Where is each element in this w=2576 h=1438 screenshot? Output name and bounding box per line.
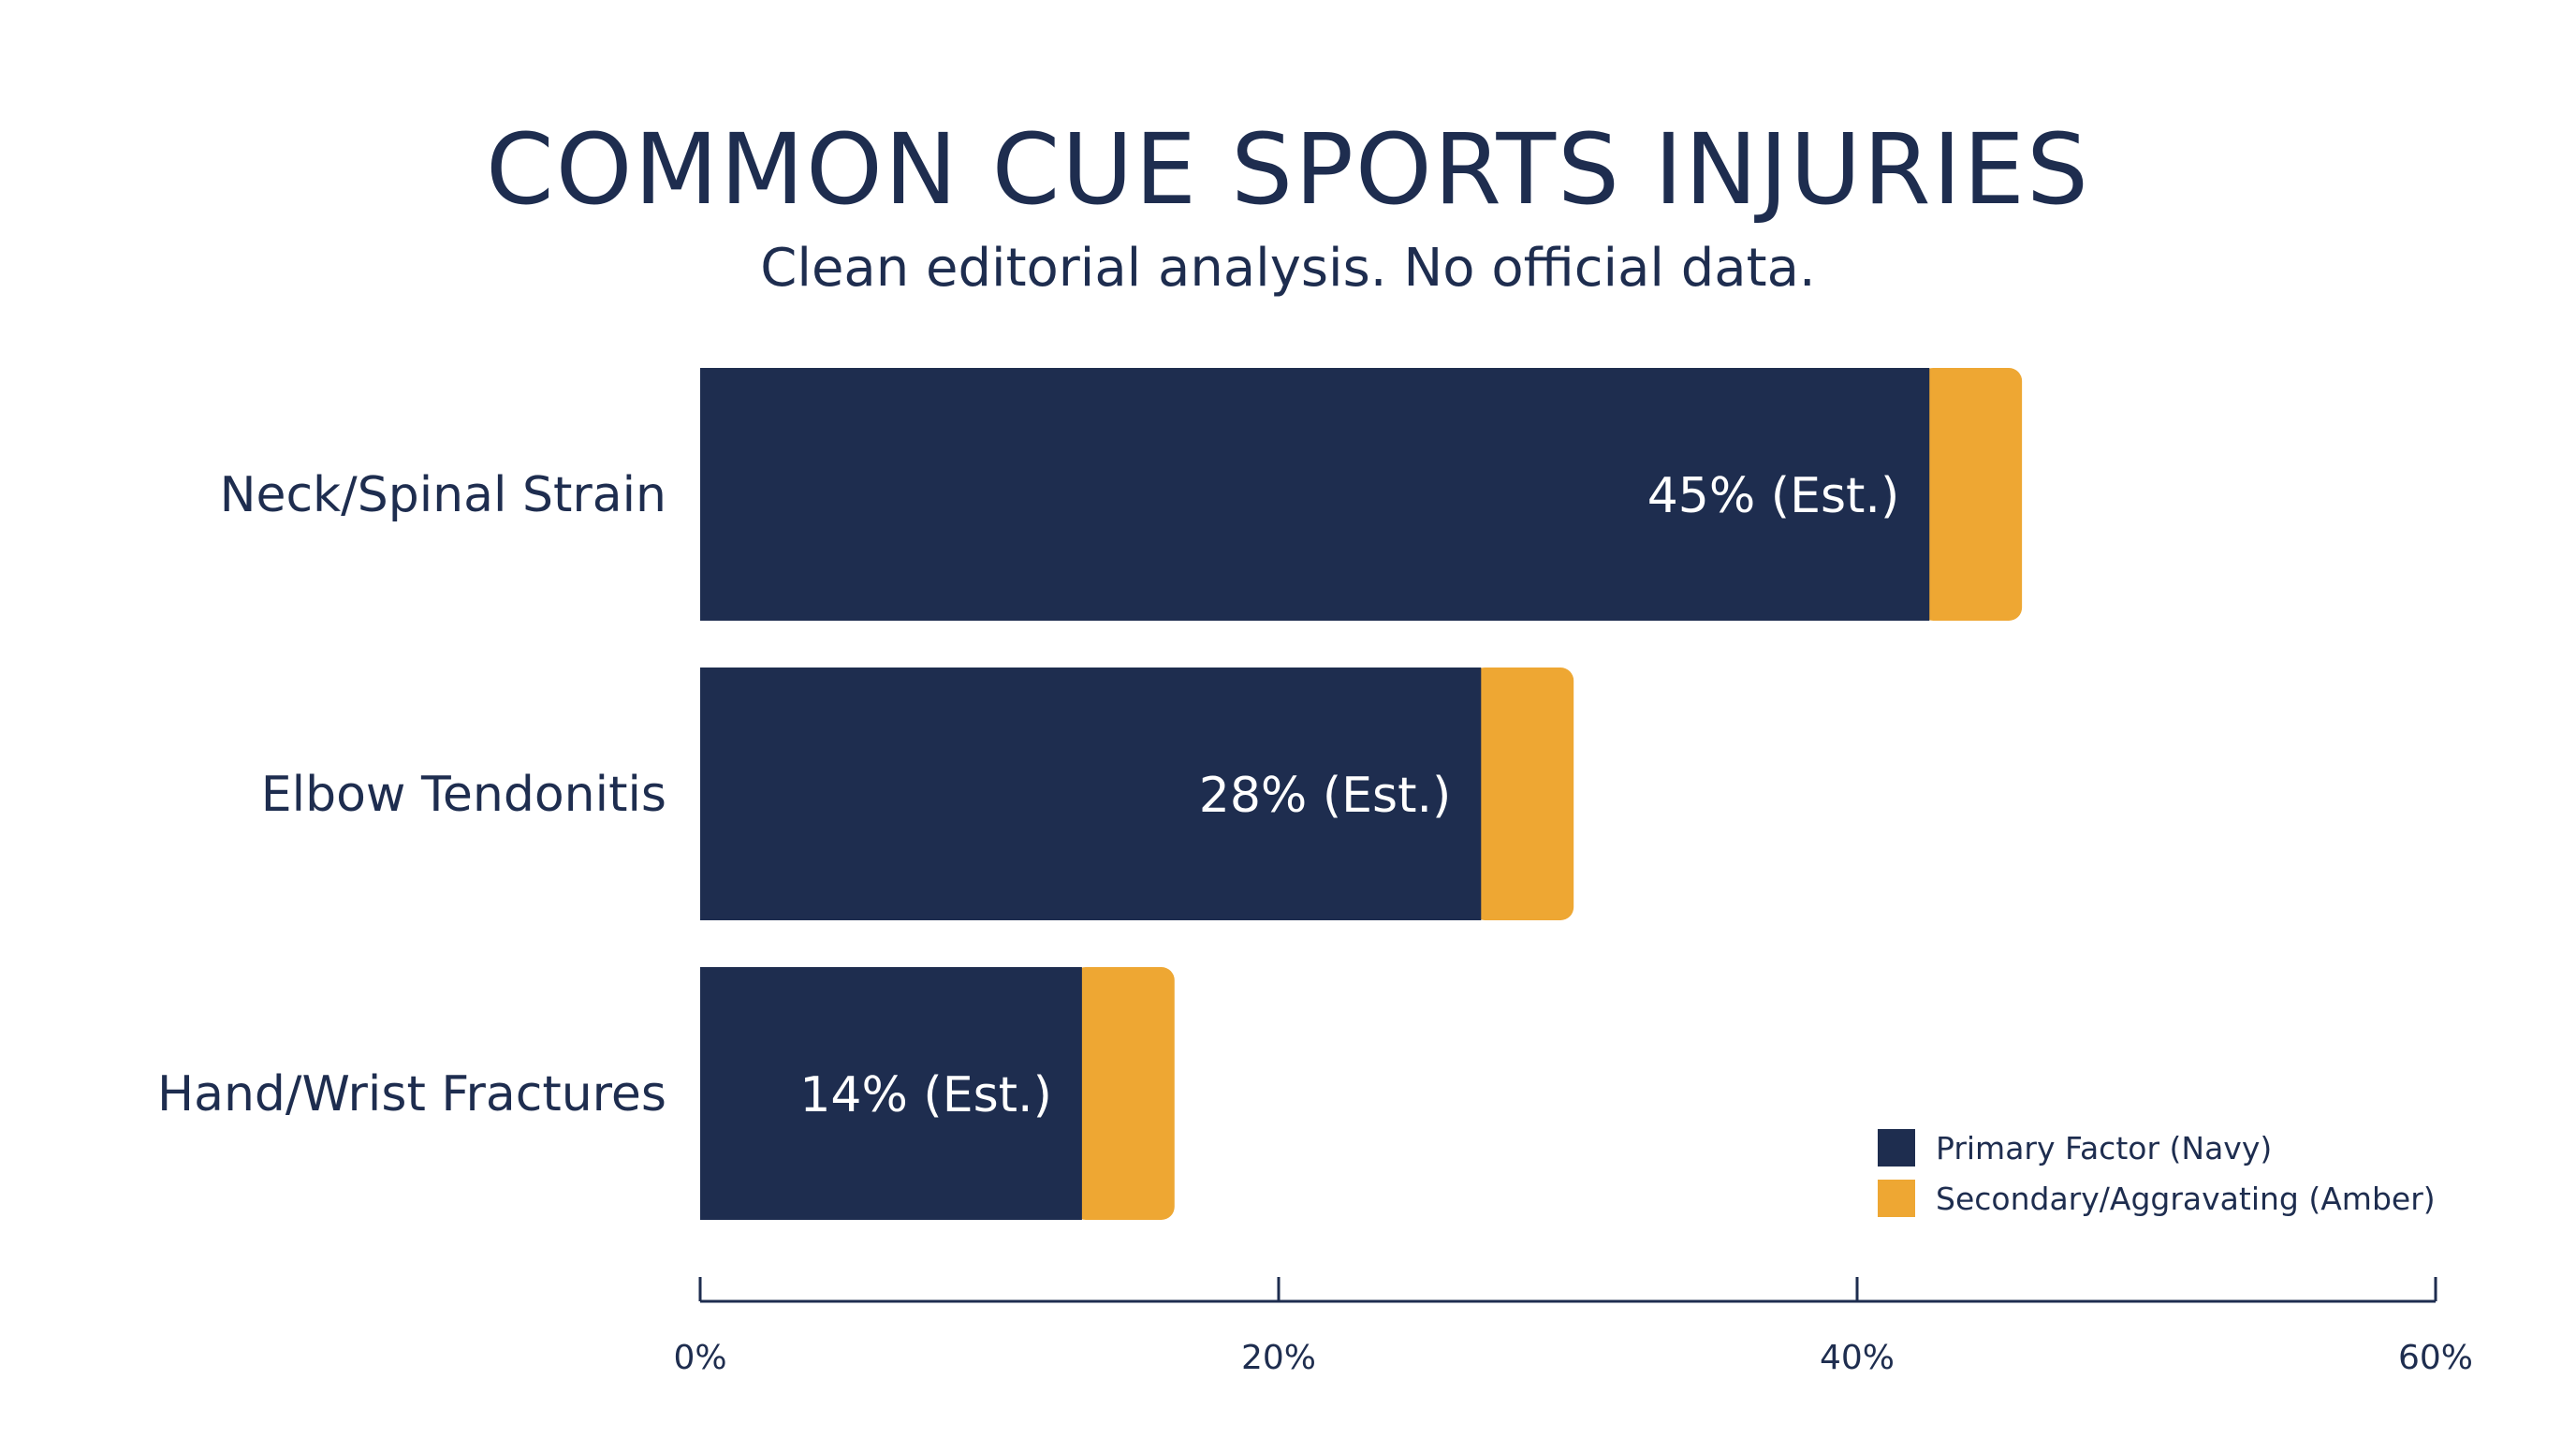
legend: Primary Factor (Navy) Secondary/Aggravat… [1878, 1123, 2436, 1225]
legend-item-secondary: Secondary/Aggravating (Amber) [1878, 1174, 2436, 1223]
x-tick-label: 60% [2398, 1339, 2473, 1377]
x-tick-label: 40% [1820, 1339, 1895, 1377]
category-label: Neck/Spinal Strain [220, 467, 666, 523]
chart-title: COMMON CUE SPORTS INJURIES [486, 112, 2090, 227]
bar-segment-secondary [1072, 967, 1175, 1220]
legend-item-primary: Primary Factor (Navy) [1878, 1123, 2436, 1172]
bar-segment-secondary [1471, 668, 1574, 920]
x-tick-label: 20% [1241, 1339, 1316, 1377]
category-label: Hand/Wrist Fractures [157, 1066, 666, 1123]
data-label: 28% (Est.) [1199, 768, 1452, 824]
data-label: 14% (Est.) [799, 1067, 1052, 1123]
data-label: 45% (Est.) [1647, 468, 1900, 524]
x-tick-label: 0% [673, 1339, 726, 1377]
legend-swatch-secondary [1878, 1180, 1915, 1217]
bar-segment-primary [700, 967, 1082, 1220]
category-label: Elbow Tendonitis [261, 767, 666, 823]
legend-swatch-primary [1878, 1129, 1915, 1167]
bar-segment-primary [700, 368, 1930, 621]
bar-segment-primary [700, 668, 1482, 920]
chart-subtitle: Clean editorial analysis. No official da… [760, 238, 1816, 299]
legend-label-secondary: Secondary/Aggravating (Amber) [1936, 1180, 2436, 1217]
legend-label-primary: Primary Factor (Navy) [1936, 1129, 2273, 1167]
bar-segment-secondary [1920, 368, 2023, 621]
